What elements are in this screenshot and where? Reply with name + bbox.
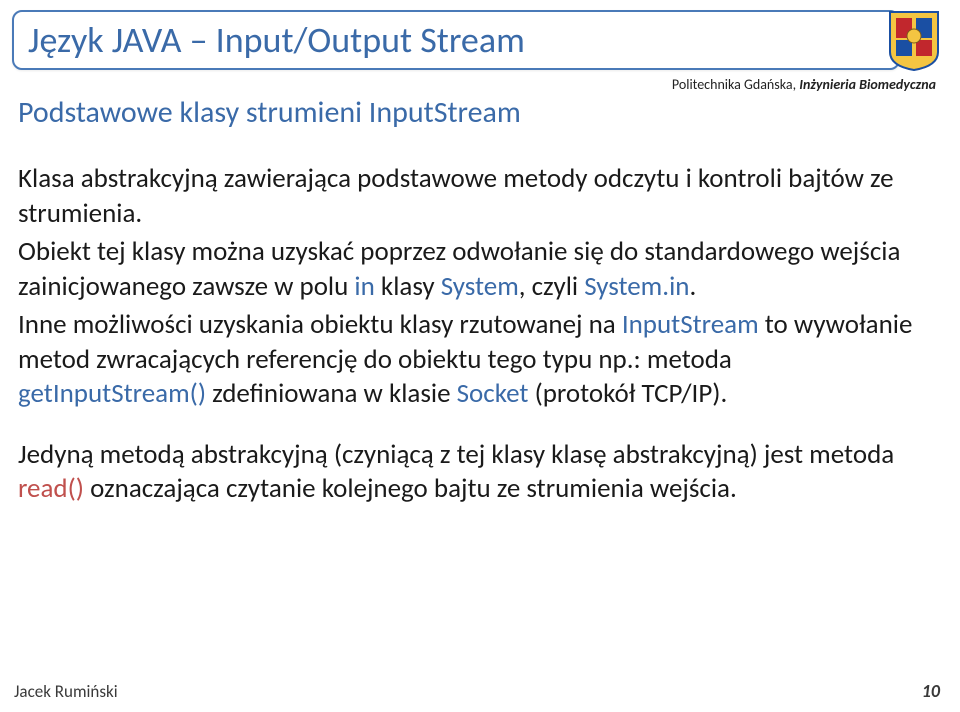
title-band: Język JAVA – Input/Output Stream [12,10,900,70]
p4-t1: Jedyną metodą abstrakcyjną (czyniącą z t… [18,438,894,471]
subtitle: Podstawowe klasy strumieni InputStream [18,94,521,131]
page-title: Język JAVA – Input/Output Stream [28,18,525,62]
p1-text: Klasa abstrakcyjną zawierająca podstawow… [18,162,894,230]
kw-socket: Socket [457,377,535,410]
p2-t2: klasy [375,270,441,303]
p4-t2: oznaczająca czytanie kolejnego bajtu ze … [84,472,737,505]
body-text: Klasa abstrakcyjną zawierająca podstawow… [18,162,920,511]
kw-read: read() [18,472,84,505]
page-number: 10 [922,680,940,702]
kw-system: System [441,270,519,303]
paragraph-2: Obiekt tej klasy można uzyskać poprzez o… [18,235,920,304]
p3-t3: zdefiniowana w klasie [206,377,457,410]
kw-system-in: System.in [584,270,689,303]
paragraph-1: Klasa abstrakcyjną zawierająca podstawow… [18,162,920,231]
author: Jacek Rumiński [14,681,118,702]
p3-t4: (protokół TCP/IP). [535,377,728,410]
p3-t1: Inne możliwości uzyskania obiektu klasy … [18,308,622,341]
paragraph-4: Jedyną metodą abstrakcyjną (czyniącą z t… [18,438,920,507]
paragraph-3: Inne możliwości uzyskania obiektu klasy … [18,308,920,412]
kw-inputstream: InputStream [622,308,759,341]
affiliation-plain: Politechnika Gdańska, [672,76,799,93]
kw-getinputstream: getInputStream() [18,377,206,410]
affiliation-dept: Inżynieria Biomedyczna [799,76,936,93]
kw-in: in [354,270,374,303]
affiliation: Politechnika Gdańska, Inżynieria Biomedy… [672,76,936,93]
p2-t3: , czyli [519,270,584,303]
university-logo [886,6,942,72]
p2-t4: . [689,270,696,303]
